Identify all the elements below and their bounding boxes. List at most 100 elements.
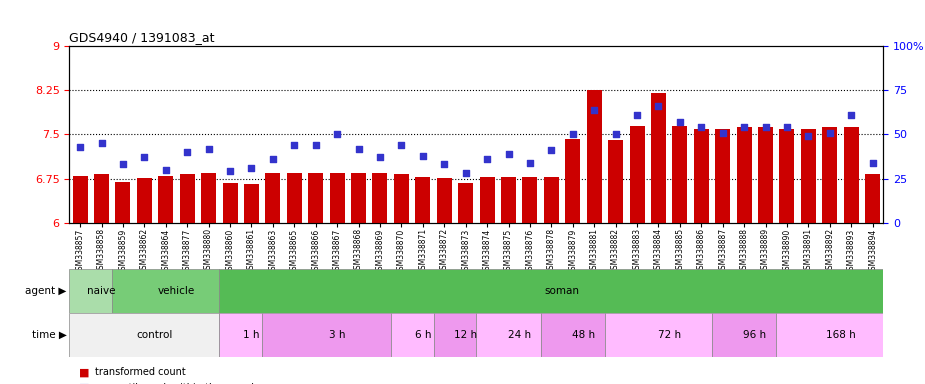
Point	[523, 160, 537, 166]
Bar	[608, 140, 623, 223]
Bar	[94, 174, 109, 223]
Bar	[244, 184, 259, 223]
Bar	[72, 175, 88, 223]
Bar	[479, 177, 495, 223]
Point	[137, 154, 152, 161]
Bar	[694, 129, 709, 223]
Point	[736, 124, 751, 131]
Text: 48 h: 48 h	[572, 330, 595, 340]
Bar	[394, 174, 409, 223]
Point	[158, 167, 173, 173]
Bar	[262, 313, 390, 357]
Point	[308, 142, 323, 148]
Point	[715, 129, 730, 136]
Bar	[434, 313, 476, 357]
Text: 24 h: 24 h	[508, 330, 531, 340]
Text: ■: ■	[79, 383, 92, 384]
Point	[94, 140, 109, 146]
Point	[437, 161, 451, 167]
Bar	[437, 178, 451, 223]
Bar	[112, 269, 219, 313]
Bar	[523, 177, 537, 223]
Bar	[544, 177, 559, 223]
Point	[609, 131, 623, 137]
Text: transformed count: transformed count	[95, 367, 186, 377]
Bar	[137, 178, 152, 223]
Bar	[158, 175, 173, 223]
Bar	[390, 313, 434, 357]
Text: control: control	[137, 330, 173, 340]
Text: vehicle: vehicle	[158, 286, 195, 296]
Point	[352, 146, 366, 152]
Point	[565, 131, 580, 137]
Bar	[352, 173, 366, 223]
Bar	[865, 174, 881, 223]
Bar	[179, 174, 194, 223]
Bar	[501, 177, 516, 223]
Bar	[223, 183, 238, 223]
Text: 3 h: 3 h	[329, 330, 345, 340]
Point	[116, 161, 130, 167]
Point	[458, 170, 473, 176]
Bar	[780, 129, 795, 223]
Point	[822, 129, 837, 136]
Point	[544, 147, 559, 153]
Bar	[219, 313, 262, 357]
Text: 12 h: 12 h	[454, 330, 477, 340]
Point	[202, 146, 216, 152]
Point	[179, 149, 194, 155]
Bar	[69, 269, 112, 313]
Point	[501, 151, 516, 157]
Point	[287, 142, 302, 148]
Bar	[308, 173, 323, 223]
Point	[329, 131, 344, 137]
Text: GDS4940 / 1391083_at: GDS4940 / 1391083_at	[69, 31, 215, 44]
Text: ■: ■	[79, 367, 92, 377]
Bar	[373, 173, 388, 223]
Bar	[415, 177, 430, 223]
Bar	[736, 127, 752, 223]
Point	[865, 160, 880, 166]
Bar	[201, 173, 216, 223]
Bar	[801, 129, 816, 223]
Point	[223, 169, 238, 175]
Bar	[565, 139, 580, 223]
Bar	[540, 313, 605, 357]
Point	[73, 144, 88, 150]
Text: 96 h: 96 h	[744, 330, 767, 340]
Text: agent ▶: agent ▶	[25, 286, 67, 296]
Bar	[712, 313, 776, 357]
Point	[373, 154, 388, 161]
Point	[651, 103, 666, 109]
Text: naive: naive	[87, 286, 116, 296]
Bar	[630, 126, 645, 223]
Point	[586, 107, 601, 113]
Bar	[776, 313, 883, 357]
Text: 72 h: 72 h	[658, 330, 681, 340]
Bar	[265, 173, 280, 223]
Bar	[116, 182, 130, 223]
Point	[801, 133, 816, 139]
Point	[844, 112, 858, 118]
Bar	[651, 93, 666, 223]
Bar	[287, 173, 302, 223]
Point	[480, 156, 495, 162]
Point	[672, 119, 687, 125]
Point	[780, 124, 795, 131]
Text: time ▶: time ▶	[31, 330, 67, 340]
Text: 168 h: 168 h	[826, 330, 856, 340]
Bar	[672, 126, 687, 223]
Point	[244, 165, 259, 171]
Bar	[758, 127, 773, 223]
Bar	[822, 127, 837, 223]
Point	[415, 152, 430, 159]
Bar	[586, 90, 601, 223]
Bar	[219, 269, 883, 313]
Bar	[715, 129, 730, 223]
Bar	[458, 183, 474, 223]
Bar	[844, 127, 858, 223]
Text: percentile rank within the sample: percentile rank within the sample	[95, 383, 260, 384]
Point	[630, 112, 645, 118]
Point	[394, 142, 409, 148]
Bar	[605, 313, 712, 357]
